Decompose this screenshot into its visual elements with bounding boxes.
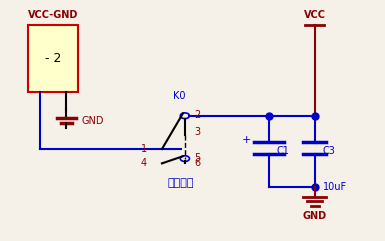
Text: C1: C1 <box>276 147 290 156</box>
Text: 3: 3 <box>194 127 201 137</box>
Text: 1: 1 <box>141 144 147 154</box>
Text: GND: GND <box>82 115 104 126</box>
Text: C3: C3 <box>323 147 335 156</box>
FancyBboxPatch shape <box>28 25 78 92</box>
Text: 2: 2 <box>194 110 201 120</box>
Text: VCC-GND: VCC-GND <box>28 10 78 20</box>
Text: K0: K0 <box>173 91 186 101</box>
Text: VCC: VCC <box>304 10 326 20</box>
Text: 5: 5 <box>194 153 201 163</box>
Text: 六脚开关: 六脚开关 <box>168 178 194 188</box>
Text: GND: GND <box>303 211 327 221</box>
Text: 4: 4 <box>141 158 147 168</box>
Text: 6: 6 <box>194 158 201 168</box>
Text: 10uF: 10uF <box>323 182 346 192</box>
Text: +: + <box>241 134 251 145</box>
Text: - 2: - 2 <box>45 52 61 65</box>
